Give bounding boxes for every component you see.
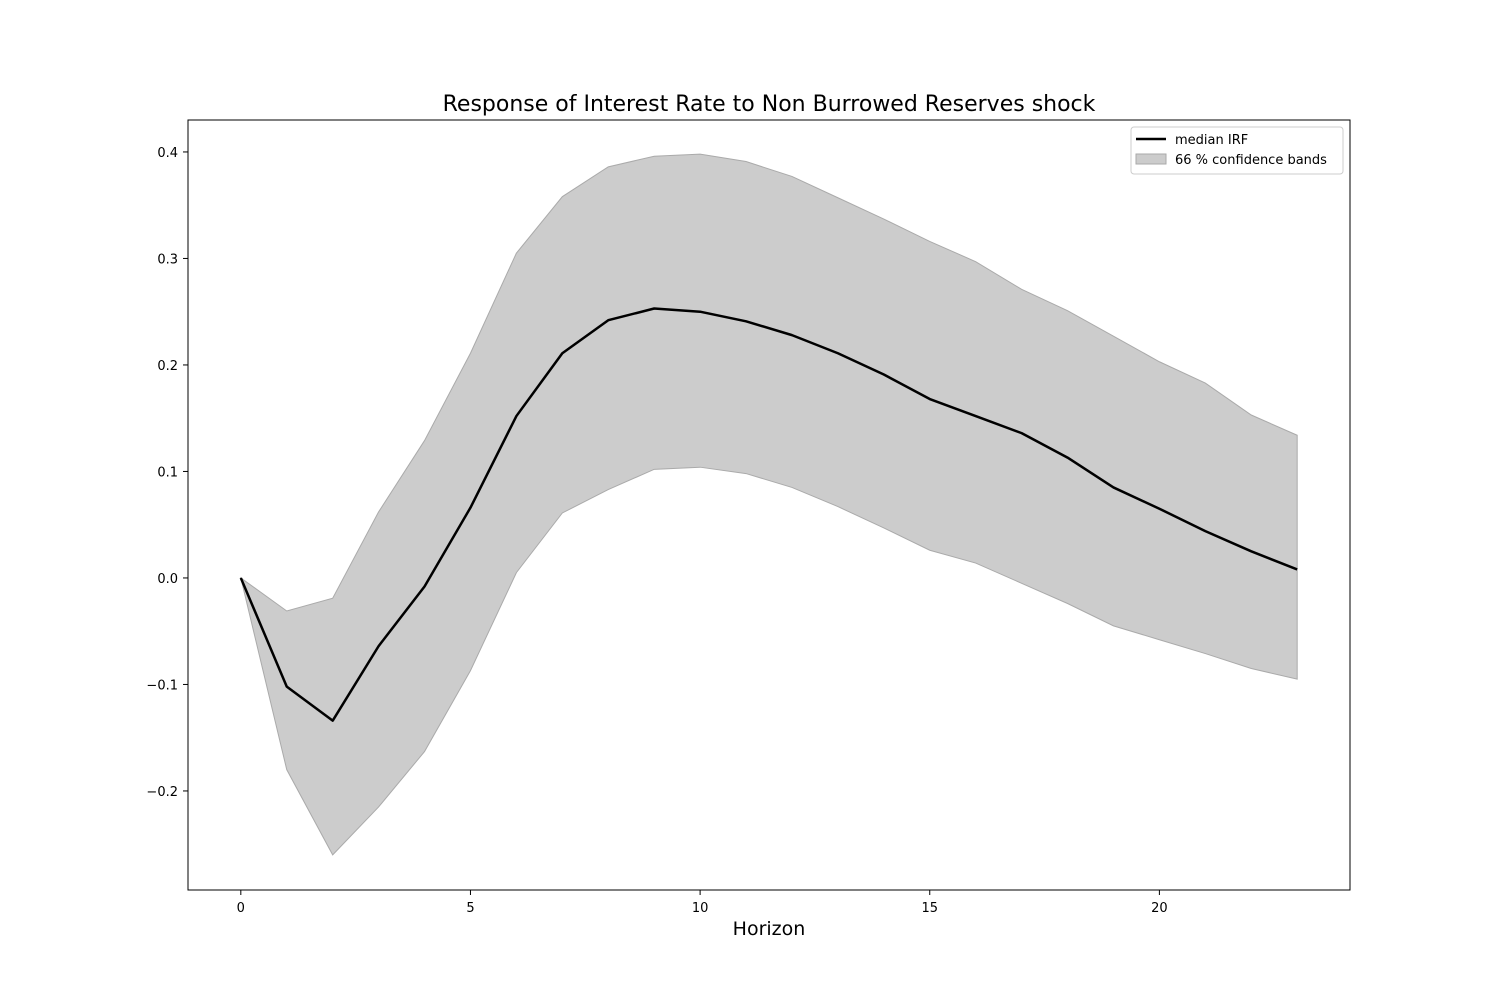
x-tick-label: 10	[692, 901, 709, 916]
y-tick-label: −0.2	[146, 785, 178, 800]
y-axis: −0.2 −0.1 0.0 0.1 0.2 0.3 0.4	[146, 146, 188, 800]
median-irf-line	[239, 307, 1298, 722]
x-tick-label: 0	[237, 901, 245, 916]
x-tick-label: 5	[466, 901, 474, 916]
y-tick-label: 0.2	[157, 359, 178, 374]
x-axis: 0 5 10 15 20	[237, 890, 1168, 916]
legend-median-label: median IRF	[1175, 133, 1248, 148]
y-tick-label: −0.1	[146, 678, 178, 693]
median-line-layer	[239, 307, 1298, 722]
legend: median IRF 66 % confidence bands	[1130, 126, 1344, 175]
chart-title: Response of Interest Rate to Non Burrowe…	[443, 92, 1096, 117]
y-tick-label: 0.3	[157, 252, 178, 267]
y-tick-label: 0.4	[157, 146, 178, 161]
x-tick-label: 20	[1151, 901, 1168, 916]
confidence-band	[240, 153, 1298, 856]
legend-band-label: 66 % confidence bands	[1175, 153, 1327, 168]
x-tick-label: 15	[921, 901, 938, 916]
confidence-band-layer	[240, 153, 1298, 856]
legend-box	[1130, 126, 1344, 175]
y-tick-label: 0.0	[157, 572, 178, 587]
y-tick-label: 0.1	[157, 465, 178, 480]
x-axis-label: Horizon	[733, 918, 806, 940]
plot-frame	[187, 119, 1351, 891]
legend-band-swatch	[1135, 153, 1167, 165]
